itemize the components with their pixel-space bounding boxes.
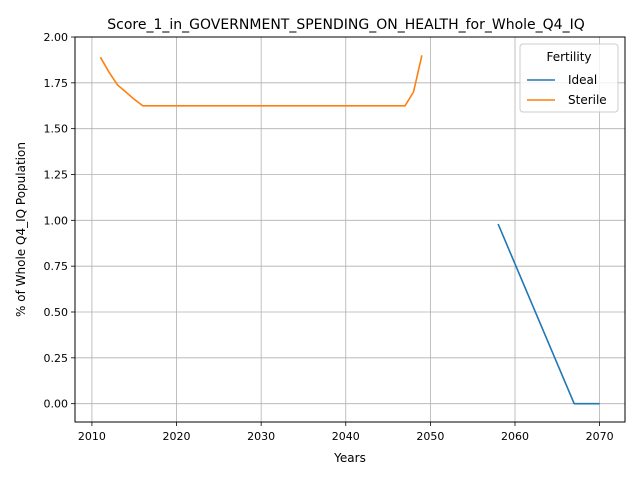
x-tick-label: 2040 bbox=[332, 430, 360, 443]
legend-label-ideal: Ideal bbox=[568, 73, 597, 87]
x-axis-label: Years bbox=[333, 451, 366, 465]
x-tick-label: 2030 bbox=[247, 430, 275, 443]
legend-box bbox=[519, 43, 619, 113]
legend: Fertility Ideal Sterile bbox=[519, 43, 619, 113]
gridlines bbox=[75, 36, 625, 422]
legend-entries: Ideal Sterile bbox=[527, 73, 607, 107]
chart-title: Score_1_in_GOVERNMENT_SPENDING_ON_HEALTH… bbox=[107, 17, 584, 33]
x-axis: 2010 2020 2030 2040 2050 2060 2070 bbox=[78, 422, 614, 443]
y-axis: 0.00 0.25 0.50 0.75 1.00 1.25 1.50 1.75 2.00 bbox=[44, 31, 75, 411]
y-tick-label: 0.75 bbox=[44, 260, 69, 273]
x-tick-label: 2020 bbox=[163, 430, 191, 443]
y-axis-label: % of Whole Q4_IQ Population bbox=[14, 142, 28, 317]
x-tick-label: 2050 bbox=[416, 430, 444, 443]
x-tick-label: 2010 bbox=[78, 430, 106, 443]
y-tick-label: 0.50 bbox=[44, 306, 69, 319]
series-line-sterile bbox=[99, 55, 423, 107]
y-tick-label: 1.75 bbox=[44, 77, 69, 90]
series-layer bbox=[99, 55, 600, 405]
x-tick-label: 2070 bbox=[586, 430, 614, 443]
series-line-ideal bbox=[497, 223, 600, 405]
y-tick-label: 1.50 bbox=[44, 123, 69, 136]
plot-frame bbox=[74, 36, 626, 423]
y-tick-label: 0.00 bbox=[44, 398, 69, 411]
y-tick-label: 2.00 bbox=[44, 31, 69, 44]
y-tick-label: 1.25 bbox=[44, 169, 69, 182]
legend-title: Fertility bbox=[546, 50, 591, 64]
x-tick-label: 2060 bbox=[501, 430, 529, 443]
y-tick-label: 1.00 bbox=[44, 214, 69, 227]
y-tick-label: 0.25 bbox=[44, 352, 69, 365]
legend-label-sterile: Sterile bbox=[568, 93, 607, 107]
